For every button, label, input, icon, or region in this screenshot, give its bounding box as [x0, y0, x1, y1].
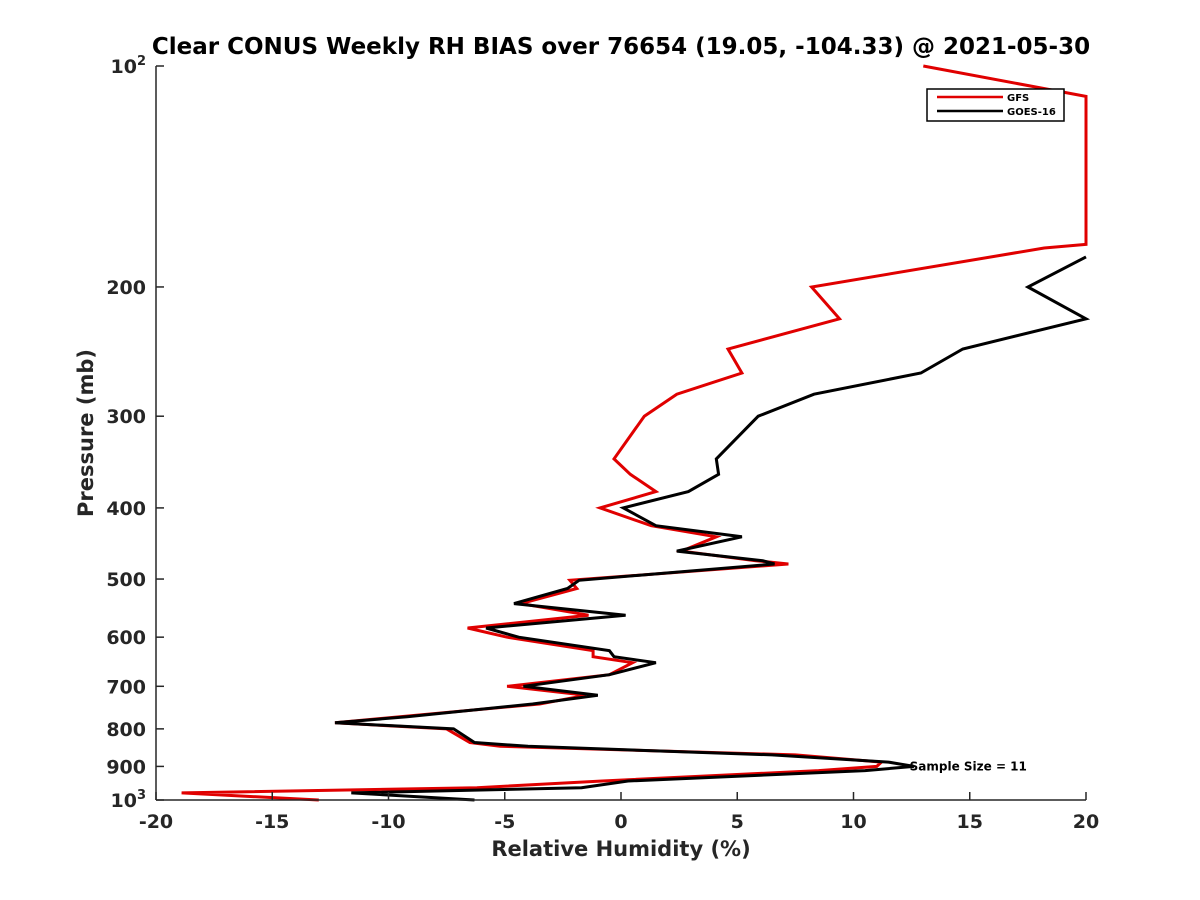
y-tick-label: 400 [106, 498, 146, 520]
legend-label-gfs: GFS [1007, 93, 1029, 104]
x-tick-label: -10 [371, 811, 405, 833]
x-tick-label: 10 [840, 811, 866, 833]
x-tick-label: -20 [139, 811, 173, 833]
y-tick-label: 102 [111, 54, 147, 78]
y-tick-label: 103 [111, 788, 147, 812]
legend: GFS GOES-16 [926, 88, 1065, 122]
y-tick-label: 500 [106, 569, 146, 591]
x-tick-label: 20 [1073, 811, 1099, 833]
x-tick-label: 0 [614, 811, 627, 833]
sample-size-annotation: Sample Size = 11 [910, 759, 1027, 773]
plot-area: -20 -15 -10 -5 0 5 10 15 20 102 200 300 400 500 600 700… [106, 54, 1099, 833]
y-tick-label: 200 [106, 277, 146, 299]
y-tick-label: 600 [106, 627, 146, 649]
x-tick-label: 15 [957, 811, 983, 833]
y-tick-label: 900 [106, 756, 146, 778]
y-tick-label: 300 [106, 406, 146, 428]
series-layer [181, 64, 1091, 802]
y-axis-label: Pressure (mb) [74, 349, 98, 517]
y-tick-label: 700 [106, 676, 146, 698]
y-tick-label: 800 [106, 719, 146, 741]
ticks-layer: -20 -15 -10 -5 0 5 10 15 20 102 200 300 400 500 600 700… [106, 54, 1099, 833]
x-axis-label: Relative Humidity (%) [491, 837, 750, 861]
x-tick-label: -5 [494, 811, 515, 833]
x-tick-label: 5 [731, 811, 744, 833]
legend-box [926, 88, 1065, 122]
chart-title: Clear CONUS Weekly RH BIAS over 76654 (1… [152, 34, 1090, 60]
x-tick-label: -15 [255, 811, 289, 833]
series-line-goes-16 [334, 255, 1091, 802]
legend-label-goes-16: GOES-16 [1007, 107, 1056, 118]
